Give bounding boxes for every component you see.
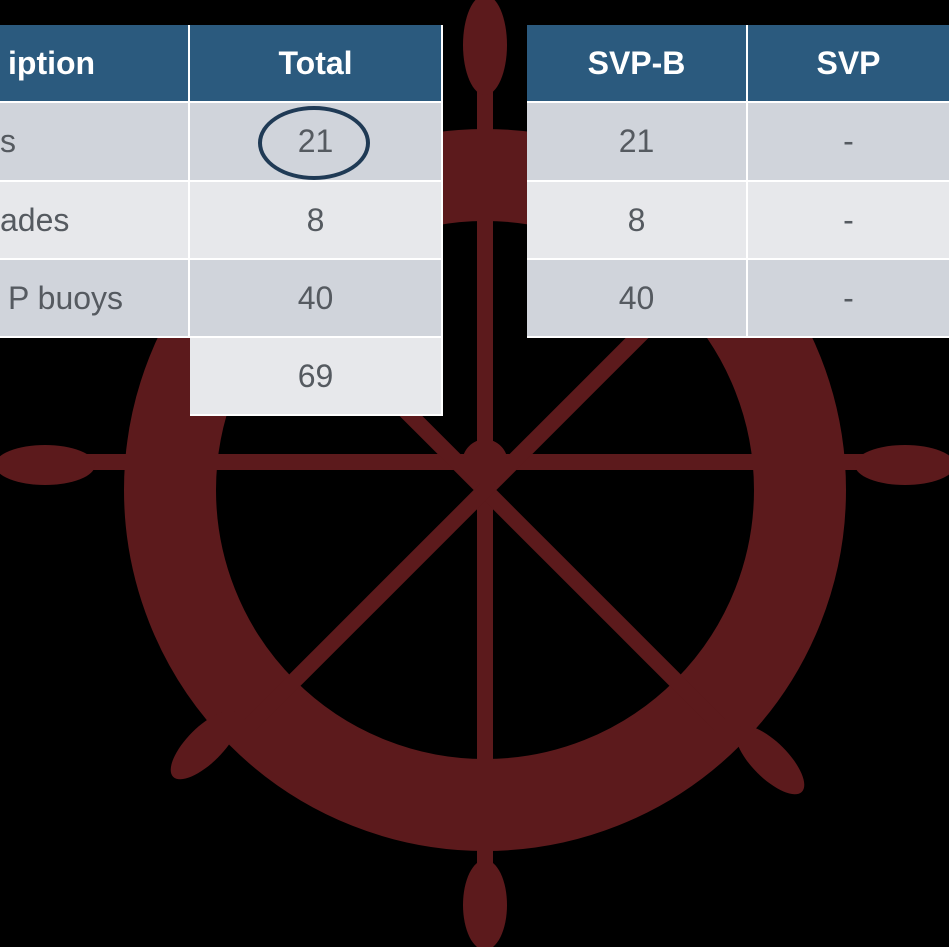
cell: 8 — [190, 182, 443, 260]
cell: s — [0, 103, 190, 182]
cell: 40 — [190, 260, 443, 338]
header-cell: SVP — [748, 25, 949, 103]
cell: 40 — [527, 260, 748, 338]
cell: ades — [0, 182, 190, 260]
header-cell: Total — [190, 25, 443, 103]
cell: - — [748, 182, 949, 260]
slide: iption Total s 21 ades 8 P buoys 40 69 S… — [0, 0, 949, 947]
cell: P buoys — [0, 260, 190, 338]
header-cell: SVP-B — [527, 25, 748, 103]
hub — [463, 440, 507, 484]
highlight-circle — [258, 106, 370, 180]
header-cell: iption — [0, 25, 190, 103]
cell: - — [748, 260, 949, 338]
cell: - — [748, 103, 949, 182]
cell: 21 — [527, 103, 748, 182]
total-cell: 69 — [190, 338, 443, 416]
cell: 8 — [527, 182, 748, 260]
